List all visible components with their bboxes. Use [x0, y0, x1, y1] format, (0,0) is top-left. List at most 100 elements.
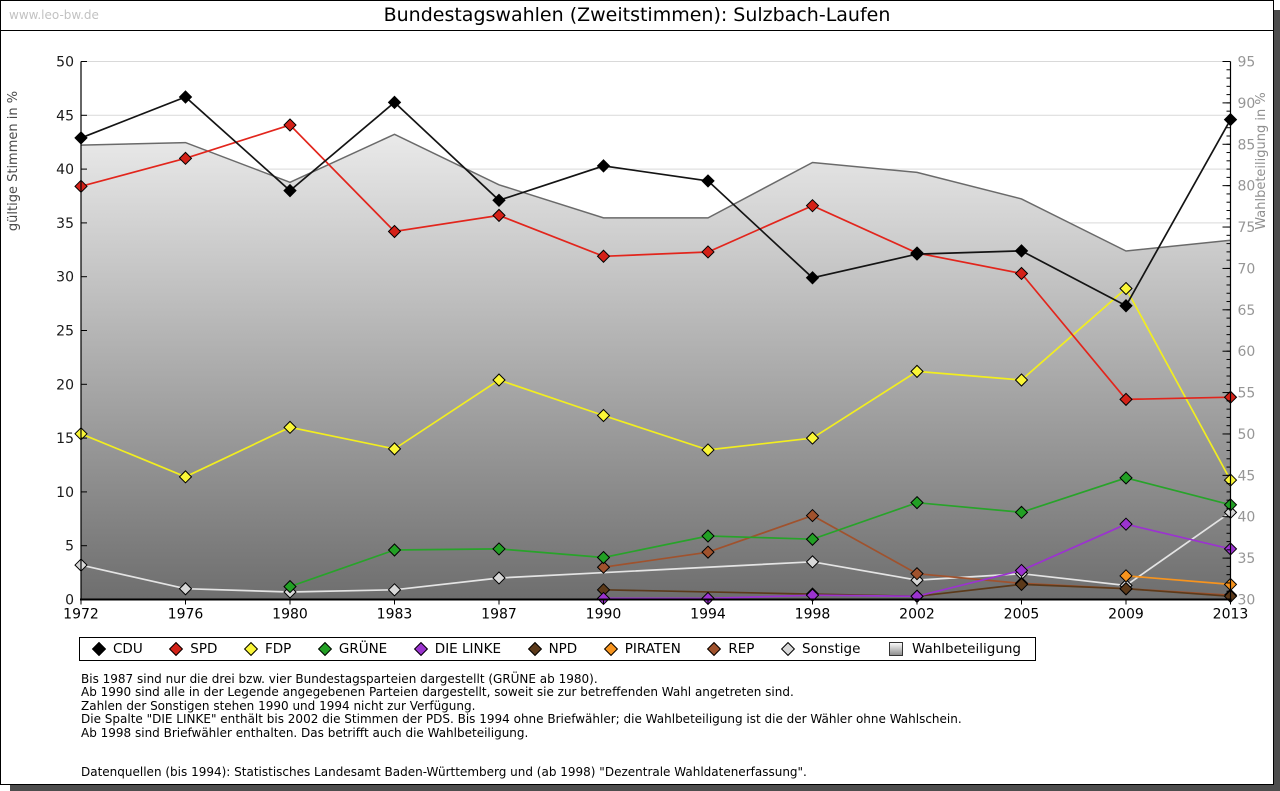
svg-text:50: 50 — [1238, 427, 1256, 443]
svg-text:25: 25 — [56, 324, 74, 340]
svg-text:95: 95 — [1238, 55, 1256, 71]
legend-marker-diamond — [707, 641, 722, 657]
series-spd — [74, 118, 1238, 407]
svg-text:30: 30 — [56, 270, 74, 286]
footnote-line: Zahlen der Sonstigen stehen 1990 und 199… — [81, 698, 476, 713]
data-point-marker — [910, 364, 924, 379]
data-point-marker — [1119, 281, 1133, 296]
data-point-marker — [1014, 577, 1029, 592]
data-point-marker — [178, 470, 193, 484]
data-point-marker — [387, 224, 402, 239]
legend-marker-square — [888, 642, 903, 656]
svg-text:30: 30 — [1238, 593, 1256, 609]
svg-text:35: 35 — [56, 216, 74, 232]
data-point-marker — [1119, 517, 1133, 531]
data-point-marker — [492, 373, 506, 387]
chart-legend: CDU SPD FDP GRÜNE DIE LINKE NPD PIRATEN REP Sons… — [79, 637, 1036, 661]
legend-label: Sonstige — [802, 641, 861, 657]
x-tick-label: 1983 — [377, 607, 413, 623]
x-tick-label: 1994 — [690, 607, 726, 623]
x-tick-label: 1990 — [586, 607, 622, 623]
page-title: Bundestagswahlen (Zweitstimmen): Sulzbac… — [383, 4, 891, 26]
right-axis: 30 35 40 45 50 55 60 65 70 75 80 85 90 95 Wahlbeteilig… — [1222, 55, 1269, 609]
data-source-line: Datenquellen (bis 1994): Statistisches L… — [81, 765, 807, 780]
data-point-marker — [1014, 244, 1029, 258]
legend-marker-diamond — [169, 641, 184, 657]
x-tick-label: 2009 — [1108, 607, 1144, 623]
svg-text:65: 65 — [1238, 303, 1256, 319]
legend-label: DIE LINKE — [434, 641, 501, 657]
data-point-marker — [1119, 569, 1133, 583]
x-tick-label: 2005 — [1004, 607, 1040, 623]
legend-item-rep: REP — [707, 641, 755, 657]
data-point-marker — [283, 118, 297, 132]
svg-text:45: 45 — [1238, 468, 1256, 484]
data-point-marker — [701, 529, 715, 543]
data-point-marker — [1014, 563, 1029, 578]
page-shadow-bottom — [10, 785, 1280, 791]
svg-text:90: 90 — [1238, 96, 1256, 112]
footnote-line: Die Spalte "DIE LINKE" enthält bis 2002 … — [81, 712, 962, 727]
series-cdu — [74, 90, 1238, 313]
data-point-marker — [805, 198, 820, 213]
svg-text:60: 60 — [1238, 344, 1256, 360]
legend-item-fdp: FDP — [243, 641, 292, 657]
footnote-line: Bis 1987 sind nur die drei bzw. vier Bun… — [81, 672, 598, 686]
page-shadow-right — [1274, 10, 1280, 785]
footnote-line: Ab 1990 sind alle in der Legende angegeb… — [81, 685, 794, 700]
legend-label: FDP — [264, 641, 292, 657]
legend-item-grüne: GRÜNE — [317, 641, 387, 657]
data-point-marker — [387, 583, 402, 597]
data-point-marker — [910, 566, 924, 581]
data-point-marker — [805, 555, 820, 569]
chart-header: www.leo-bw.de Bundestagswahlen (Zweitsti… — [1, 1, 1273, 31]
data-point-marker — [596, 159, 611, 173]
data-point-marker — [387, 543, 402, 557]
svg-text:70: 70 — [1238, 261, 1256, 277]
legend-label: NPD — [548, 641, 578, 657]
svg-text:Wahlbeteiligung in %: Wahlbeteiligung in % — [1254, 92, 1269, 229]
data-point-marker — [1119, 471, 1133, 485]
series-wahlbeteiligung-area — [80, 133, 1231, 600]
x-tick-label: 2013 — [1213, 607, 1249, 623]
data-point-marker — [178, 151, 193, 166]
legend-label: CDU — [113, 641, 143, 657]
data-point-marker — [1119, 392, 1133, 407]
legend-item-sonstige: Sonstige — [780, 641, 861, 657]
legend-marker-diamond — [780, 641, 796, 657]
legend-item-wahlbeteiligung: Wahlbeteiligung — [888, 641, 1021, 657]
data-point-marker — [283, 420, 297, 435]
data-point-marker — [178, 582, 193, 596]
legend-marker-diamond — [603, 641, 618, 657]
legend-label: SPD — [190, 641, 218, 657]
data-point-marker — [805, 532, 820, 546]
legend-marker-diamond — [413, 641, 428, 657]
legend-item-npd: NPD — [527, 641, 578, 657]
svg-text:15: 15 — [56, 431, 74, 447]
series-grüne — [283, 471, 1238, 594]
x-tick-label: 1987 — [481, 607, 517, 623]
svg-text:45: 45 — [56, 108, 74, 124]
series-fdp — [74, 281, 1238, 487]
data-point-marker — [492, 208, 506, 223]
data-point-marker — [701, 245, 715, 259]
data-point-marker — [910, 247, 924, 261]
data-point-marker — [178, 90, 193, 104]
svg-text:40: 40 — [56, 162, 74, 178]
x-tick-label: 1998 — [795, 607, 831, 623]
data-point-marker — [701, 443, 715, 457]
left-axis: 0 5 10 15 20 25 30 35 40 45 50 gültige Stimmen in % — [6, 55, 87, 609]
legend-marker-diamond — [317, 641, 332, 657]
footnote-line: Ab 1998 sind Briefwähler enthalten. Das … — [81, 725, 529, 740]
data-point-marker — [805, 431, 820, 445]
svg-text:85: 85 — [1238, 137, 1256, 153]
data-point-marker — [805, 508, 820, 523]
data-point-marker — [283, 183, 297, 198]
legend-item-die-linke: DIE LINKE — [413, 641, 501, 657]
data-point-marker — [387, 95, 402, 110]
data-point-marker — [701, 545, 715, 559]
data-point-marker — [701, 174, 715, 188]
legend-item-piraten: PIRATEN — [603, 641, 681, 657]
legend-label: REP — [728, 641, 755, 657]
